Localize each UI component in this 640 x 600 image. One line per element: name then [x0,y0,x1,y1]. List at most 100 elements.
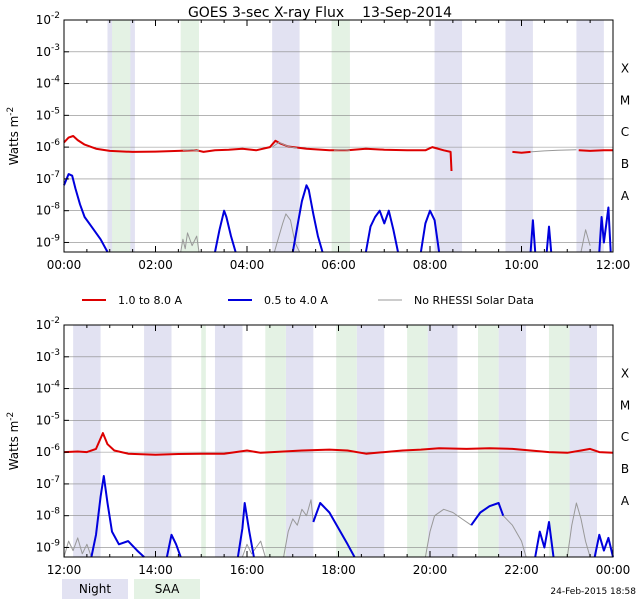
series-line-long [63,135,453,172]
series-line-no_rhessi [580,229,591,253]
x-tick-label: 12:00 [596,258,631,272]
series-line-no_rhessi [530,149,577,153]
saa-band [548,325,570,557]
series-line-short [593,533,614,558]
night-band [144,325,172,557]
y-tick-label: 10-6 [36,443,61,459]
saa-band [336,325,357,557]
y-tick-label: 10-2 [36,316,60,332]
night-band [214,325,243,557]
flare-class-label: X [621,62,629,76]
series-line-no_rhessi [333,149,350,151]
night-band [356,325,385,557]
x-tick-label: 18:00 [321,563,356,577]
chart-title: GOES 3-sec X-ray Flux 13-Sep-2014 [188,5,452,21]
flare-class-label: B [621,157,629,171]
x-tick-label: 04:00 [230,258,265,272]
y-tick-label: 10-8 [36,202,61,218]
series-line-no_rhessi [180,232,200,253]
series-line-no_rhessi [283,499,314,558]
night-band [272,20,300,252]
series-line-no_rhessi [502,515,527,558]
legend-night-swatch [62,579,128,599]
flare-class-label: A [621,494,630,508]
top-panel: 00:00 02:00 04:00 06:00 08:00 10:00 12:00 10-9 1… [6,11,630,272]
flare-class-label: B [621,462,629,476]
series-line-long [578,149,613,152]
saa-band [331,20,350,252]
flare-class-label: C [621,430,629,444]
y-tick-label: 10-5 [36,106,60,122]
y-tick-label: 10-2 [36,11,60,27]
legend-night-label: Night [79,582,112,596]
series-line-long [63,432,614,456]
y-tick-label: 10-5 [36,411,60,427]
night-band [505,20,533,252]
y-tick-label: 10-3 [36,348,60,364]
x-tick-label: 16:00 [230,563,265,577]
legend-bands: Night SAA [62,579,200,599]
y-axis-title: Watts m-2 [6,107,21,166]
y-tick-label: 10-4 [36,75,61,91]
x-tick-label: 00:00 [596,563,631,577]
saa-band [265,325,286,557]
legend-saa-label: SAA [155,582,180,596]
x-tick-label: 22:00 [504,563,539,577]
x-tick-label: 12:00 [47,563,82,577]
series-line-short [236,502,255,558]
legend-main: 1.0 to 8.0 A 0.5 to 4.0 A No RHESSI Sola… [82,294,534,307]
legend-label-long: 1.0 to 8.0 A [118,294,183,307]
legend-label-no-rhessi: No RHESSI Solar Data [414,294,534,307]
y-tick-label: 10-4 [36,380,61,396]
saa-band [407,325,428,557]
series-line-no_rhessi [271,141,298,149]
y-tick-label: 10-8 [36,507,61,523]
y-tick-label: 10-9 [36,233,61,249]
flare-class-label: A [621,189,630,203]
y-tick-label: 10-6 [36,138,61,154]
series-line-no_rhessi [241,540,266,558]
x-tick-label: 20:00 [413,563,448,577]
chart-title-text: GOES 3-sec X-ray Flux [188,5,344,21]
x-tick-label: 00:00 [47,258,82,272]
series-line-short [529,219,537,253]
flare-class-label: M [620,93,630,107]
series-line-short [598,206,612,253]
series-line-no_rhessi [182,149,200,152]
series-line-short [470,502,505,526]
bottom-panel: 12:00 14:00 16:00 18:00 20:00 22:00 00:00 10-9 1… [6,316,630,577]
series-line-no_rhessi [63,537,92,558]
series-line-short [419,209,441,253]
series-line-short [545,225,553,253]
night-band [427,325,458,557]
y-tick-label: 10-7 [36,475,60,491]
x-tick-label: 14:00 [138,563,173,577]
saa-band [201,325,206,557]
saa-band [180,20,199,252]
night-band [434,20,463,252]
series-line-no_rhessi [424,508,472,558]
series-line-no_rhessi [566,502,591,558]
night-band [569,325,597,557]
series-line-long [512,150,531,154]
creation-timestamp: 24-Feb-2015 18:58 [550,587,636,597]
y-axis-title: Watts m-2 [6,412,21,471]
series-line-short [291,184,324,253]
chart-date: 13-Sep-2014 [362,5,452,21]
series-line-short [214,209,237,253]
night-band [285,325,314,557]
saa-band [112,20,131,252]
series-line-short [312,502,356,558]
night-band [498,325,527,557]
y-tick-label: 10-9 [36,538,61,554]
series-line-short [90,475,145,558]
night-band [576,20,604,252]
night-band [73,325,101,557]
x-tick-label: 10:00 [504,258,539,272]
x-tick-label: 02:00 [138,258,173,272]
series-line-short [63,173,109,253]
series-line-short [165,533,182,558]
saa-band [478,325,499,557]
flare-class-label: X [621,367,629,381]
